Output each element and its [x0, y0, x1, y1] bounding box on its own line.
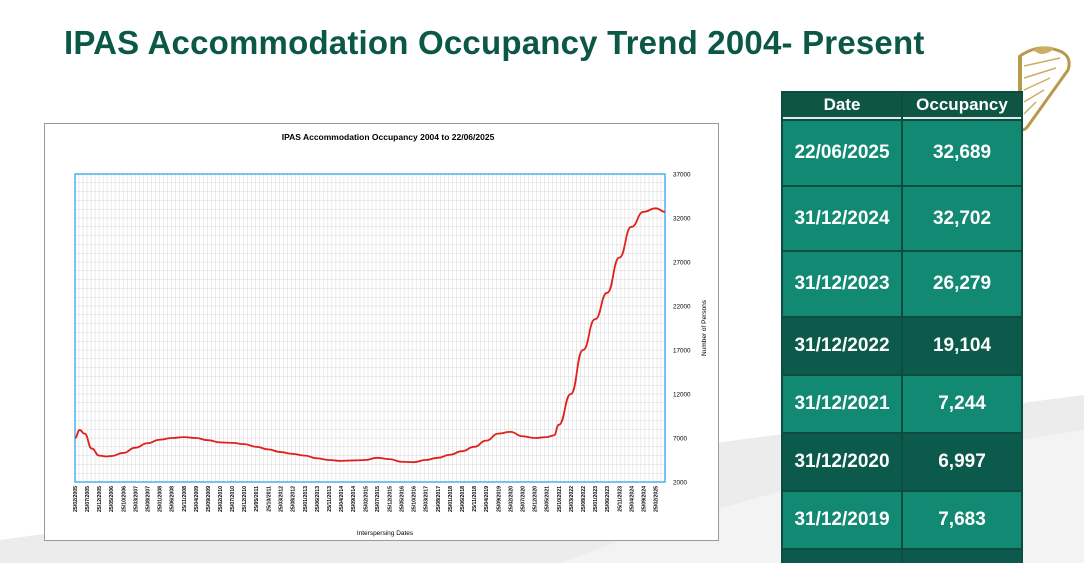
x-tick-label: 25/09/2019	[496, 486, 502, 512]
y-axis-label: Number of Persons	[701, 299, 708, 356]
x-tick-label: 25/12/2010	[242, 486, 248, 512]
x-tick-label: 25/02/2005	[73, 486, 79, 512]
occupancy-line-chart: IPAS Accommodation Occupancy 2004 to 22/…	[73, 132, 708, 537]
occupancy-table-panel: Date Occupancy 22/06/2025 32,689 31/12/2…	[781, 91, 1023, 563]
y-tick-label: 37000	[673, 172, 691, 179]
x-tick-label: 25/04/2019	[484, 486, 490, 512]
x-tick-label: 25/10/2021	[557, 486, 563, 512]
occupancy-cell: 26,279	[903, 252, 1021, 316]
y-tick-label: 2000	[673, 480, 688, 487]
x-tick-label: 25/03/2007	[133, 486, 139, 512]
x-tick-label: 25/06/2008	[170, 486, 176, 512]
occupancy-column-header: Occupancy	[903, 93, 1021, 119]
date-column-header: Date	[783, 93, 901, 119]
table-row: 31/12/2020 6,997	[783, 434, 1021, 490]
date-cell: 31/12/2021	[783, 376, 901, 432]
x-tick-label: 25/08/2017	[436, 486, 442, 512]
x-tick-label: 25/12/2015	[387, 486, 393, 512]
x-tick-label: 25/01/2018	[448, 486, 454, 512]
occupancy-cell: 7,244	[903, 376, 1021, 432]
date-cell: 31/12/2022	[783, 318, 901, 374]
x-tick-label: 25/01/2008	[158, 486, 164, 512]
x-tick-label: 25/11/2013	[327, 486, 333, 512]
x-tick-label: 25/12/2020	[533, 486, 539, 512]
occupancy-cell: 6,997	[903, 434, 1021, 490]
table-row: 31/12/2022 19,104	[783, 318, 1021, 374]
occupancy-cell: 19,104	[903, 318, 1021, 374]
empty-cell	[783, 550, 901, 563]
x-tick-label: 25/04/2014	[339, 486, 345, 512]
x-tick-label: 25/04/2009	[194, 486, 200, 512]
x-tick-label: 25/10/2011	[266, 486, 272, 512]
occupancy-table: Date Occupancy 22/06/2025 32,689 31/12/2…	[781, 91, 1023, 563]
y-tick-label: 27000	[673, 260, 691, 267]
x-tick-label: 25/11/2008	[182, 486, 188, 512]
table-header-row: Date Occupancy	[783, 93, 1021, 119]
x-tick-label: 25/05/2021	[545, 486, 551, 512]
x-tick-label: 25/07/2015	[375, 486, 381, 512]
x-tick-label: 25/01/2023	[593, 486, 599, 512]
date-cell: 22/06/2025	[783, 121, 901, 185]
x-tick-label: 25/10/2016	[412, 486, 418, 512]
x-tick-label: 25/02/2010	[218, 486, 224, 512]
date-cell: 31/12/2024	[783, 187, 901, 250]
x-axis-label: Interspersing Dates	[357, 530, 414, 537]
x-tick-label: 25/03/2017	[424, 486, 430, 512]
x-tick-label: 25/12/2005	[97, 486, 103, 512]
x-tick-label: 25/11/2018	[472, 486, 478, 512]
slide-title: IPAS Accommodation Occupancy Trend 2004-…	[64, 24, 925, 61]
x-axis-ticks: 25/02/2005 25/07/2005 25/12/2005 25/05/2006…	[73, 486, 660, 512]
occupancy-series-line	[74, 207, 666, 464]
y-tick-label: 7000	[673, 436, 688, 443]
x-tick-label: 25/05/2016	[399, 486, 405, 512]
table-row: 31/12/2024 32,702	[783, 187, 1021, 250]
x-tick-label: 25/01/2013	[303, 486, 309, 512]
x-tick-label: 25/07/2010	[230, 486, 236, 512]
x-tick-label: 25/08/2022	[581, 486, 587, 512]
date-cell: 31/12/2019	[783, 492, 901, 548]
empty-cell	[903, 550, 1021, 563]
occupancy-cell: 32,702	[903, 187, 1021, 250]
y-tick-label: 17000	[673, 348, 691, 355]
y-tick-label: 22000	[673, 304, 691, 311]
x-tick-label: 25/08/2012	[291, 486, 297, 512]
occupancy-cell: 7,683	[903, 492, 1021, 548]
y-tick-label: 12000	[673, 392, 691, 399]
x-tick-label: 25/02/2015	[363, 486, 369, 512]
x-tick-label: 25/05/2011	[254, 486, 260, 512]
occupancy-cell: 32,689	[903, 121, 1021, 185]
x-tick-label: 25/07/2020	[520, 486, 526, 512]
x-tick-label: 25/02/2020	[508, 486, 514, 512]
table-row: 31/12/2023 26,279	[783, 252, 1021, 316]
table-row: 31/12/2019 7,683	[783, 492, 1021, 548]
y-tick-label: 32000	[673, 216, 691, 223]
x-tick-label: 25/03/2022	[569, 486, 575, 512]
x-tick-label: 25/10/2006	[121, 486, 127, 512]
x-tick-label: 25/09/2009	[206, 486, 212, 512]
chart-grid	[75, 174, 665, 482]
plot-area-border	[74, 173, 666, 483]
x-tick-label: 25/11/2023	[617, 486, 623, 512]
x-tick-label: 25/09/2014	[351, 486, 357, 512]
x-tick-label: 25/06/2023	[605, 486, 611, 512]
date-cell: 31/12/2020	[783, 434, 901, 490]
x-tick-label: 25/08/2007	[145, 486, 151, 512]
chart-panel: IPAS Accommodation Occupancy 2004 to 22/…	[44, 123, 719, 541]
x-tick-label: 25/09/2024	[642, 486, 648, 512]
table-row: 22/06/2025 32,689	[783, 121, 1021, 185]
x-tick-label: 25/03/2012	[278, 486, 284, 512]
table-row-partial	[783, 550, 1021, 563]
table-row: 31/12/2021 7,244	[783, 376, 1021, 432]
chart-title: IPAS Accommodation Occupancy 2004 to 22/…	[282, 132, 495, 142]
date-cell: 31/12/2023	[783, 252, 901, 316]
x-tick-label: 25/06/2018	[460, 486, 466, 512]
x-tick-label: 25/04/2024	[629, 486, 635, 512]
x-tick-label: 25/06/2013	[315, 486, 321, 512]
x-tick-label: 25/07/2005	[85, 486, 91, 512]
x-tick-label: 25/02/2025	[654, 486, 660, 512]
x-tick-label: 25/05/2006	[109, 486, 115, 512]
y-axis-ticks: 2000 7000 12000 17000 22000 27000 32000 37000	[673, 172, 691, 487]
